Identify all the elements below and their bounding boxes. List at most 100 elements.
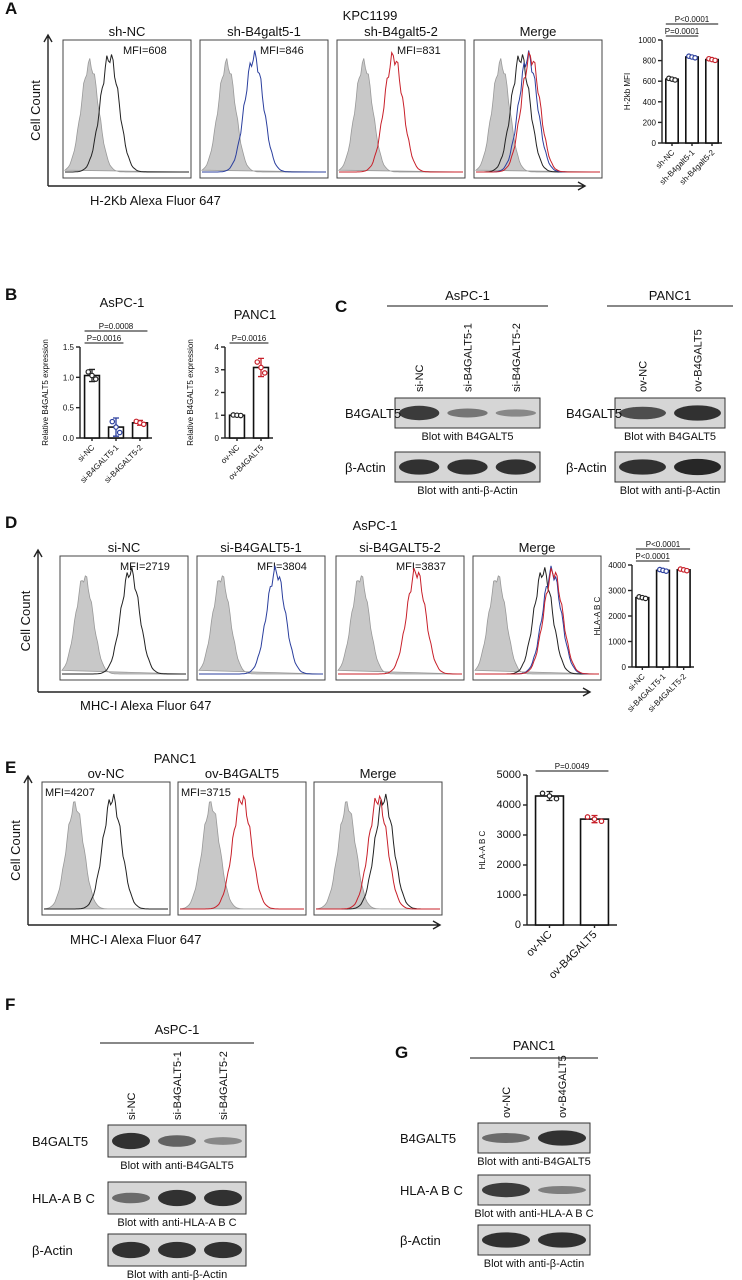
blot-caption: Blot with anti-β-Actin (620, 485, 720, 497)
blot-row-label: B4GALT5 (400, 1131, 456, 1146)
data-point (584, 814, 591, 820)
lane-label: si-NC (414, 364, 426, 392)
y-tick-label: 4000 (608, 561, 626, 570)
lane-label: si-B4GALT5-2 (218, 1051, 230, 1120)
bar-sh-NC (664, 78, 679, 144)
blot-band (399, 459, 440, 475)
y-axis-label: Relative B4GALT5 expression (186, 339, 195, 446)
blot-title: PANC1 (649, 288, 691, 303)
data-point (140, 421, 147, 428)
y-axis-label: Cell Count (28, 80, 43, 141)
p-value-label: P=0.0049 (555, 762, 590, 771)
data-point (254, 359, 261, 365)
panel-title-E: PANC1 (154, 751, 196, 766)
data-point (663, 568, 670, 574)
data-point (598, 818, 605, 825)
bar-ov-B4GALT5 (252, 366, 270, 439)
bar-si-NC (83, 374, 101, 439)
sample-histogram (339, 50, 463, 173)
mfi-label: MFI=831 (397, 45, 441, 57)
blot-band (399, 405, 440, 421)
data-point (109, 418, 116, 425)
data-point (539, 790, 546, 797)
blot-title: AsPC-1 (155, 1022, 200, 1037)
y-tick-label: 3 (215, 366, 220, 375)
y-axis-label: HLA-A B C (478, 830, 487, 869)
y-axis-label: Cell Count (8, 820, 23, 881)
bar-si-B4GALT5-1 (655, 569, 671, 668)
y-axis-label: Cell Count (18, 590, 33, 651)
x-axis-arrow (28, 920, 442, 930)
panel-title-A: KPC1199 (343, 8, 398, 23)
p-value-label: P=0.0008 (99, 322, 134, 331)
data-point (258, 364, 264, 371)
p-value-label: P=0.0016 (232, 334, 267, 343)
histogram-title: Merge (520, 24, 557, 39)
y-tick-label: 600 (643, 77, 657, 86)
p-value-label: P=0.0001 (665, 27, 700, 36)
p-value-label: P=0.0016 (87, 334, 122, 343)
sample-histogram (180, 794, 304, 910)
y-tick-label: 4 (215, 343, 220, 352)
blot-caption: Blot with anti-β-Actin (484, 1258, 584, 1270)
blot-band (482, 1182, 530, 1198)
x-axis-arrow (48, 181, 587, 191)
blot-band (112, 1192, 150, 1204)
data-point (89, 372, 95, 379)
y-tick-label: 5000 (497, 769, 521, 781)
x-tick-label: ov-NC (524, 929, 555, 960)
blot-band (447, 459, 488, 475)
mfi-label: MFI=2719 (120, 561, 170, 573)
data-point (692, 54, 698, 61)
data-point (261, 370, 268, 376)
sample-histogram (316, 794, 440, 910)
blot-caption: Blot with anti-B4GALT5 (120, 1160, 234, 1172)
panel-label-F: F (5, 995, 15, 1014)
lane-label: si-B4GALT5-2 (511, 323, 523, 392)
histogram-title: Merge (360, 766, 397, 781)
bar-ov-NC (534, 795, 565, 926)
y-tick-label: 800 (643, 57, 657, 66)
blot-band (112, 1132, 150, 1150)
mfi-label: MFI=3804 (257, 561, 307, 573)
blot-band (619, 459, 666, 475)
blot-band (674, 405, 721, 421)
blot-band (158, 1189, 196, 1207)
lane-label: ov-NC (501, 1087, 513, 1118)
y-tick-label: 2000 (497, 859, 521, 871)
p-value-label: P<0.0001 (675, 15, 710, 24)
bar-sh-B4galt5-1 (684, 56, 699, 144)
y-tick-label: 0.5 (63, 404, 75, 413)
isotype-histogram (198, 575, 324, 675)
chart-title: PANC1 (234, 307, 276, 322)
blot-row-label: β-Actin (32, 1243, 73, 1258)
y-axis-label: HLA-A B C (593, 596, 602, 635)
sample-histogram (338, 568, 462, 675)
y-axis-arrow (23, 774, 33, 925)
sample-histogram (65, 54, 189, 173)
isotype-histogram (337, 575, 463, 675)
y-tick-label: 0 (515, 919, 521, 931)
blot-band (538, 1130, 586, 1146)
blot-row-label: B4GALT5 (32, 1134, 88, 1149)
y-tick-label: 2 (215, 389, 220, 398)
histogram-title: sh-B4galt5-1 (227, 24, 301, 39)
x-axis-label: MHC-I Alexa Fluor 647 (70, 932, 202, 947)
sample-histogram (62, 567, 186, 675)
lane-label: si-NC (126, 1092, 138, 1120)
blot-row-label: HLA-A B C (32, 1191, 95, 1206)
chart-title: AsPC-1 (100, 295, 145, 310)
x-axis-arrow (38, 687, 592, 697)
x-tick-label: ov-NC (219, 443, 242, 466)
y-tick-label: 0.0 (63, 434, 75, 443)
blot-row-label: β-Actin (345, 460, 386, 475)
data-point (92, 376, 99, 382)
blot-row-label: β-Actin (566, 460, 607, 475)
blot-caption: Blot with B4GALT5 (421, 431, 513, 443)
data-point (116, 429, 123, 436)
histogram-title: sh-NC (109, 24, 146, 39)
histogram-title: ov-NC (88, 766, 125, 781)
y-tick-label: 3000 (497, 829, 521, 841)
y-tick-label: 1000 (638, 36, 656, 45)
sample-histogram (202, 50, 326, 173)
